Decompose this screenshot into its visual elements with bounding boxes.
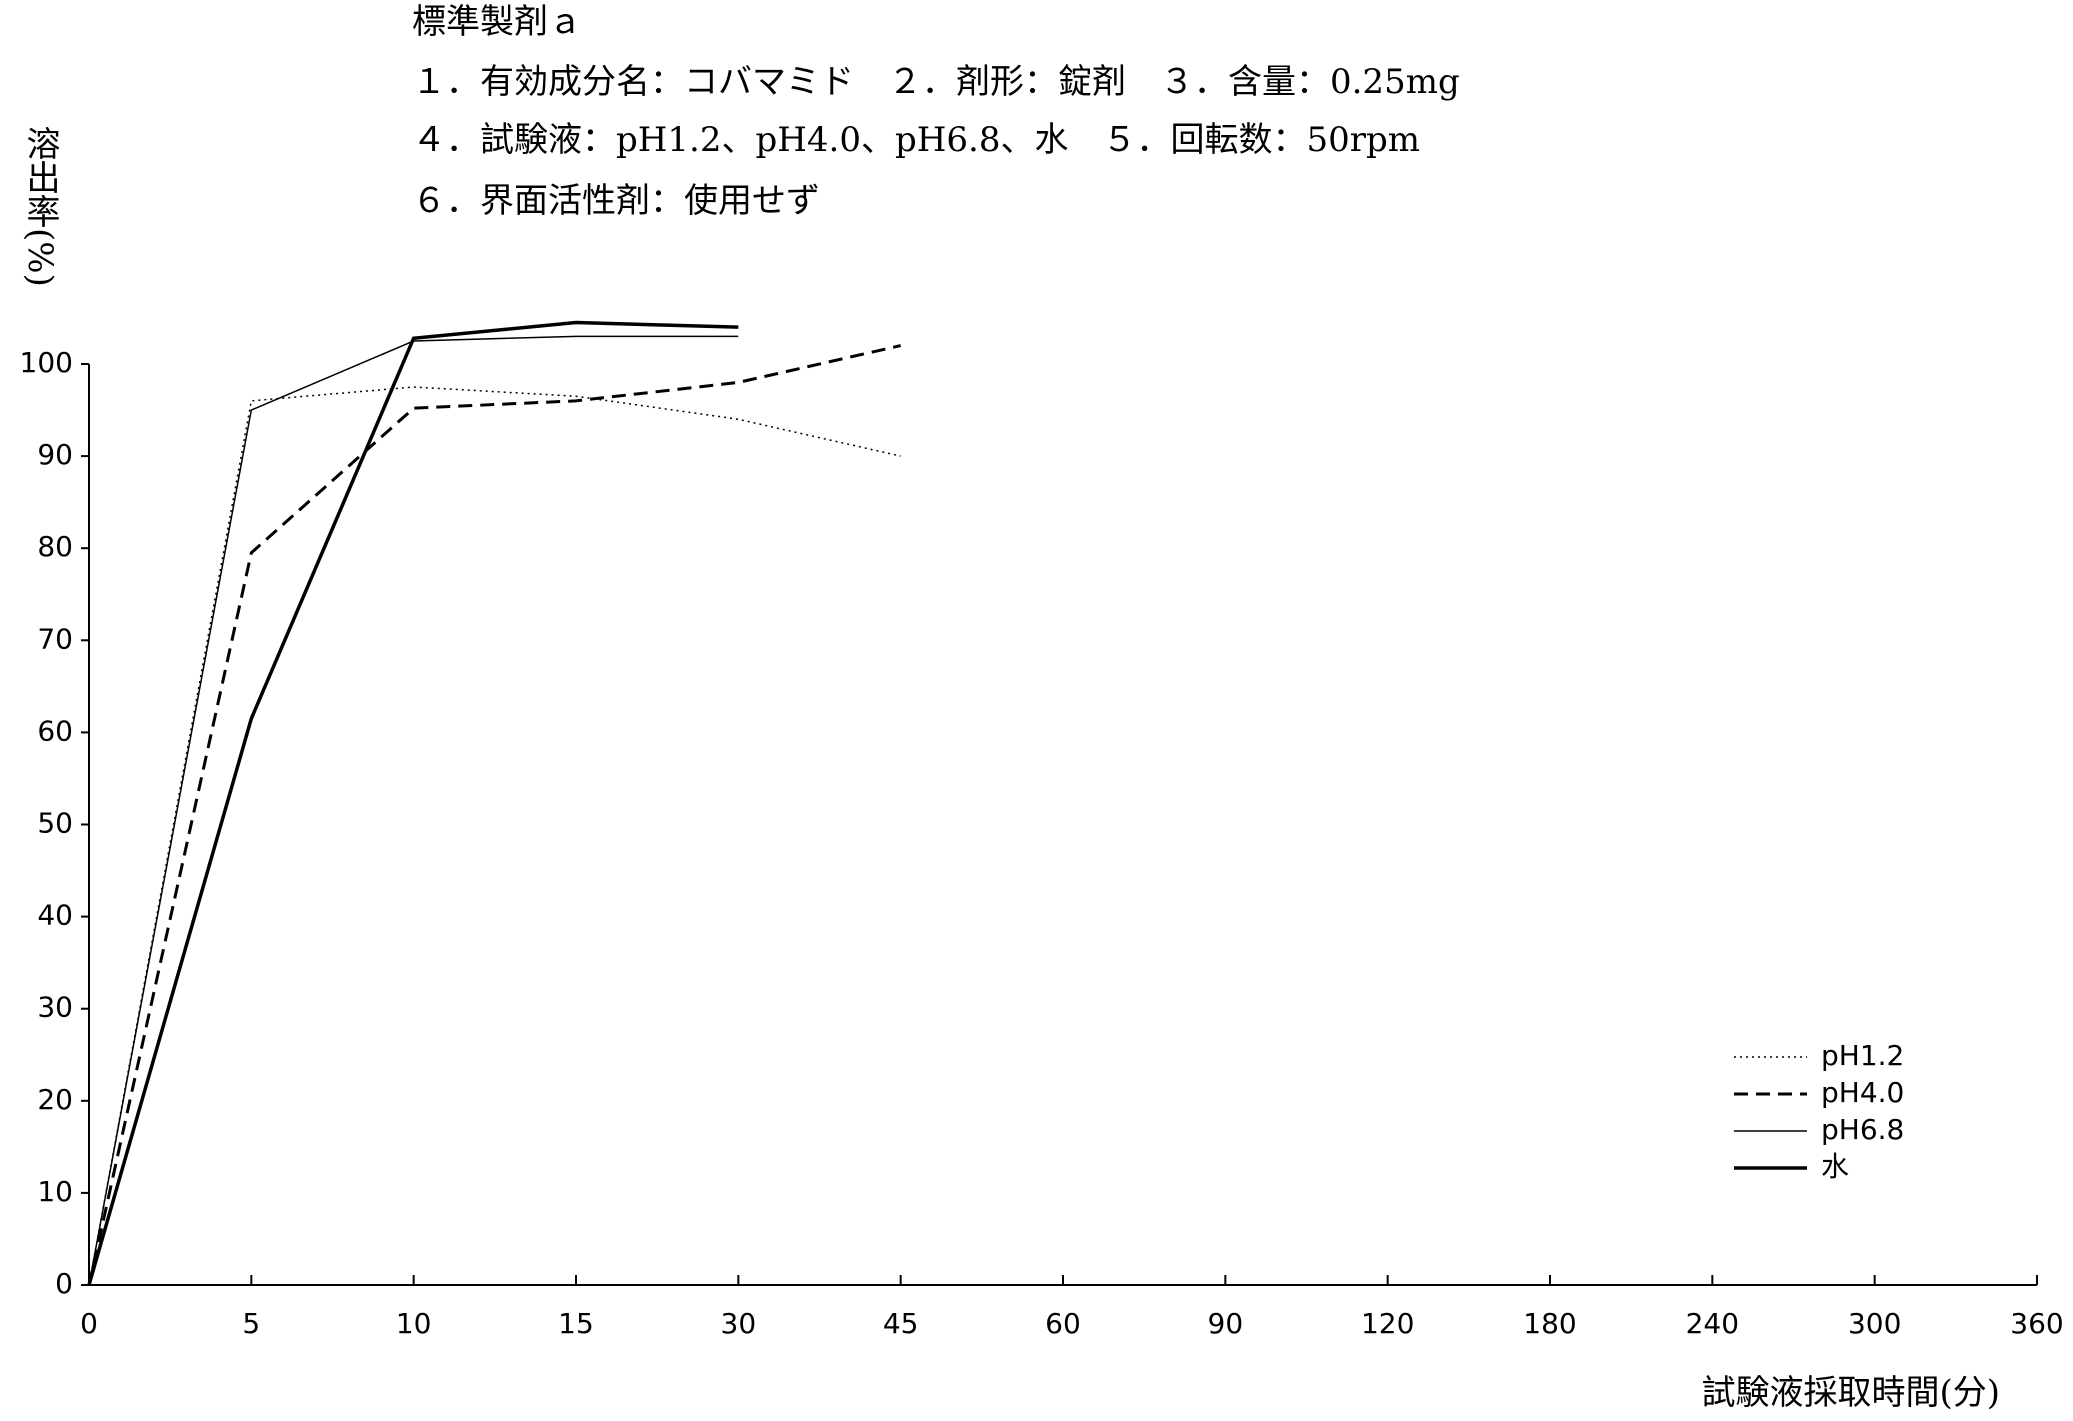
y-tick-label: 40 xyxy=(37,899,73,932)
series-line xyxy=(88,335,739,1286)
x-tick-label: 30 xyxy=(721,1307,757,1340)
x-tick-label: 300 xyxy=(1848,1307,1901,1340)
x-tick-label: 5 xyxy=(242,1307,260,1340)
y-tick-label: 90 xyxy=(37,438,73,471)
y-tick-label: 20 xyxy=(37,1083,73,1116)
y-axis-label: 溶出率(%) xyxy=(20,126,60,287)
y-tick-label: 80 xyxy=(37,530,73,563)
series-line xyxy=(87,320,739,1286)
chart-title: 標準製剤ａ xyxy=(412,2,582,42)
series-line xyxy=(87,344,901,1286)
legend-label: pH4.0 xyxy=(1821,1076,1904,1109)
legend-label: pH6.8 xyxy=(1821,1113,1904,1146)
x-tick-label: 15 xyxy=(558,1307,594,1340)
x-tick-label: 45 xyxy=(883,1307,919,1340)
legend-label: pH1.2 xyxy=(1821,1039,1904,1072)
y-tick-label: 70 xyxy=(37,622,73,655)
x-tick-label: 180 xyxy=(1523,1307,1576,1340)
y-tick-label: 30 xyxy=(37,991,73,1024)
x-tick-label: 240 xyxy=(1686,1307,1739,1340)
y-tick-label: 60 xyxy=(37,714,73,747)
y-tick-label: 50 xyxy=(37,807,73,840)
series-line xyxy=(88,386,901,1286)
x-tick-label: 360 xyxy=(2010,1307,2063,1340)
legend-label: 水 xyxy=(1821,1150,1849,1183)
x-tick-label: 10 xyxy=(396,1307,432,1340)
y-tick-label: 0 xyxy=(55,1267,73,1300)
chart-subtitle: ６．界面活性剤：使用せず xyxy=(412,181,820,221)
x-tick-label: 0 xyxy=(80,1307,98,1340)
chart-subtitle: １．有効成分名：コバマミド ２．剤形：錠剤 ３．含量：0.25mg xyxy=(412,62,1460,102)
y-tick-label: 10 xyxy=(37,1175,73,1208)
x-tick-label: 90 xyxy=(1208,1307,1244,1340)
x-axis-label: 試験液採取時間(分) xyxy=(1701,1373,2000,1413)
chart-subtitle: ４．試験液：pH1.2、pH4.0、pH6.8、水 ５．回転数：50rpm xyxy=(412,120,1420,160)
x-tick-label: 120 xyxy=(1361,1307,1414,1340)
y-tick-label: 100 xyxy=(20,346,73,379)
x-tick-label: 60 xyxy=(1045,1307,1081,1340)
